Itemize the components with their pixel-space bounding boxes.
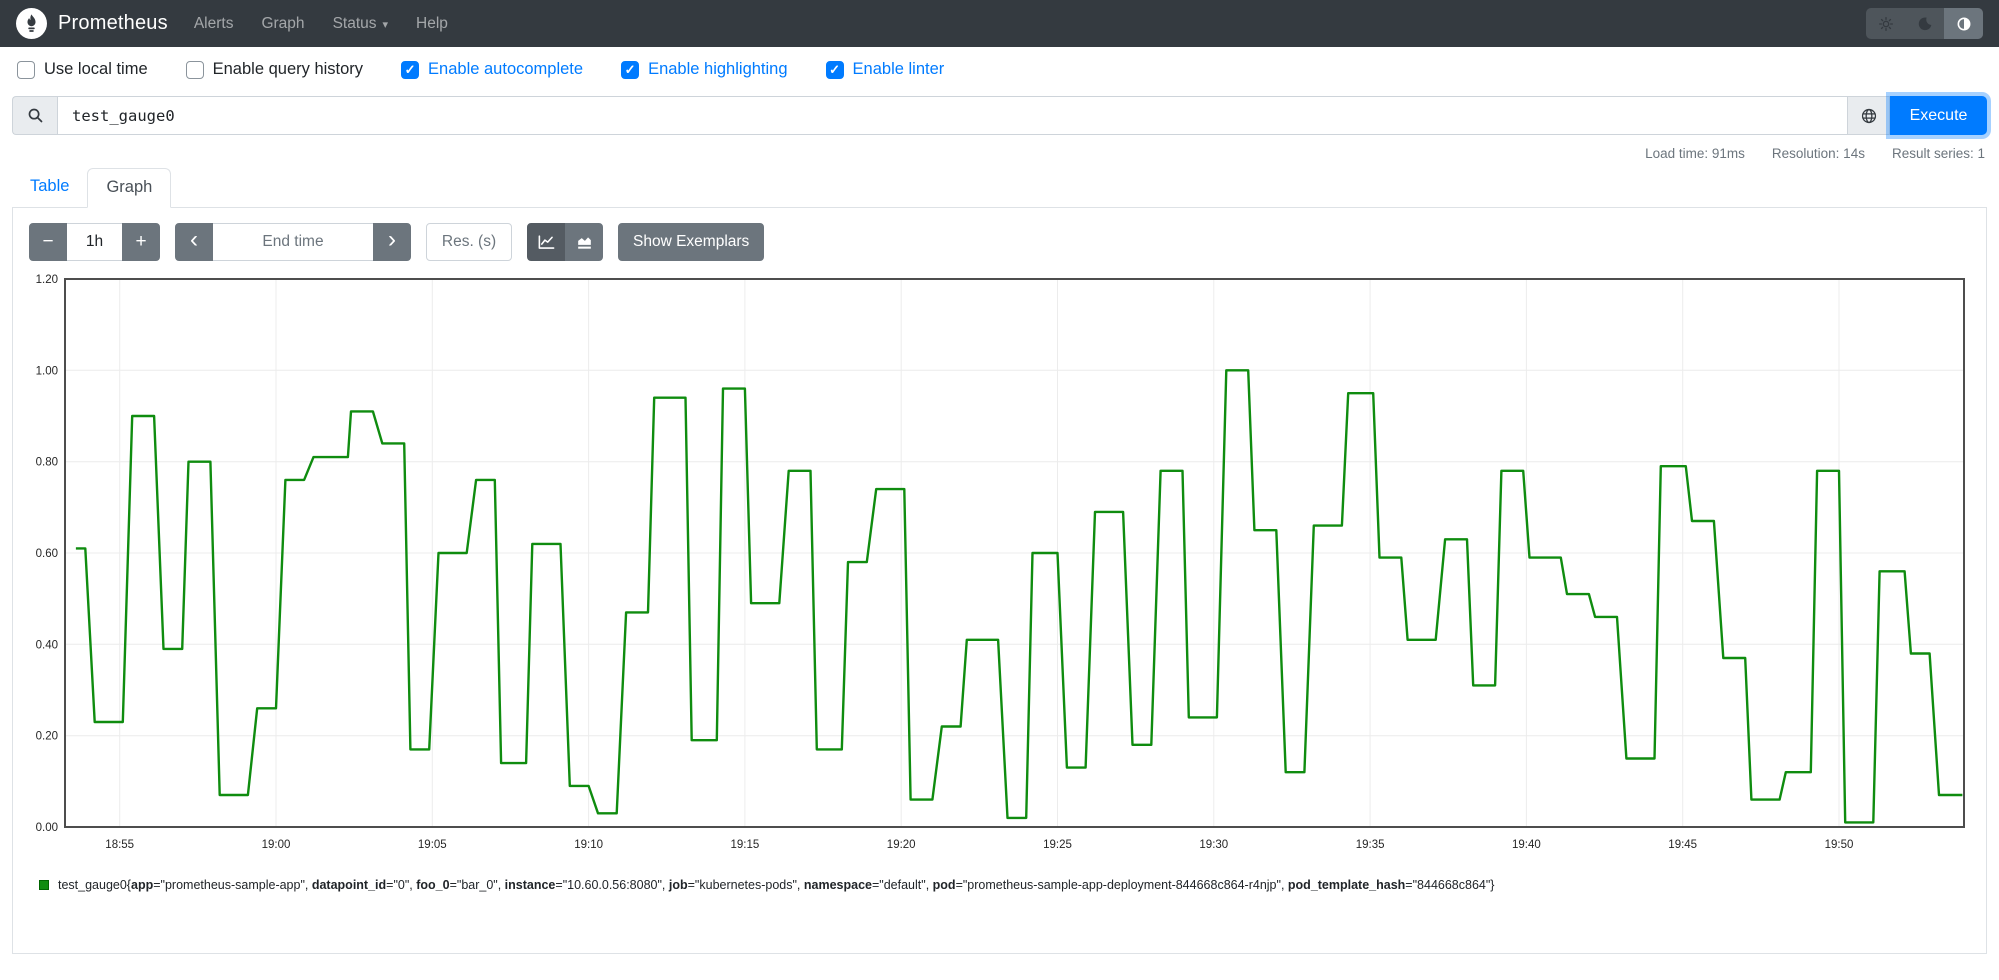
time-back-button[interactable]: ‹ xyxy=(175,223,213,261)
load-time-stat: Load time: 91ms xyxy=(1645,146,1745,161)
stacked-chart-button[interactable] xyxy=(565,223,603,261)
checkbox[interactable] xyxy=(621,60,640,79)
metrics-explorer-button[interactable] xyxy=(1848,96,1890,135)
option-checkbox-item[interactable]: Enable highlighting xyxy=(621,60,788,79)
checkbox-label: Enable query history xyxy=(212,60,364,78)
nav-item-graph[interactable]: Graph xyxy=(261,15,304,33)
svg-text:0.80: 0.80 xyxy=(36,457,58,469)
svg-text:19:25: 19:25 xyxy=(1043,839,1072,851)
execute-button[interactable]: Execute xyxy=(1890,96,1987,135)
tab-table[interactable]: Table xyxy=(30,177,70,195)
show-exemplars-button[interactable]: Show Exemplars xyxy=(618,223,765,261)
nav-item-status-dropdown[interactable]: Status ▾ xyxy=(333,15,388,33)
options-bar: Use local time Enable query history Enab… xyxy=(0,47,1999,88)
option-checkbox-item[interactable]: Use local time xyxy=(17,60,148,79)
resolution-stat: Resolution: 14s xyxy=(1771,146,1865,161)
svg-text:0.60: 0.60 xyxy=(36,548,58,560)
svg-text:19:35: 19:35 xyxy=(1356,839,1385,851)
panel-tabs: Table Graph xyxy=(12,168,1987,208)
checkbox-label: Enable linter xyxy=(852,60,945,78)
torch-flame-icon xyxy=(27,14,36,32)
nav-item-label: Graph xyxy=(261,14,305,32)
line-chart-icon xyxy=(538,234,554,249)
graph-controls: − + ‹ › Show Exemplars xyxy=(29,223,1970,261)
line-chart-button[interactable] xyxy=(527,223,565,261)
svg-text:19:50: 19:50 xyxy=(1825,839,1854,851)
range-decrease-button[interactable]: − xyxy=(29,223,67,261)
navbar: Prometheus Alerts Graph Status ▾ Help xyxy=(0,0,1999,47)
range-control-group: − + xyxy=(29,223,160,261)
svg-text:19:30: 19:30 xyxy=(1199,839,1228,851)
graph-panel: − + ‹ › Show Exemplars xyxy=(12,208,1987,954)
nav-item-label: Help xyxy=(416,14,448,32)
tab-graph[interactable]: Graph xyxy=(87,168,172,208)
chart-type-toggle xyxy=(527,223,603,261)
option-checkbox-item[interactable]: Enable query history xyxy=(185,60,364,79)
svg-text:0.40: 0.40 xyxy=(36,639,58,651)
nav-item-label: Status xyxy=(332,14,377,32)
legend-text: test_gauge0{app="prometheus-sample-app",… xyxy=(58,878,1495,892)
query-bar: Execute xyxy=(12,96,1987,135)
svg-text:18:55: 18:55 xyxy=(105,839,134,851)
series-legend[interactable]: test_gauge0{app="prometheus-sample-app",… xyxy=(39,878,1970,892)
svg-text:19:40: 19:40 xyxy=(1512,839,1541,851)
moon-icon xyxy=(1918,16,1931,30)
series-swatch xyxy=(39,880,49,890)
search-icon xyxy=(12,96,57,135)
end-time-input[interactable] xyxy=(213,223,373,261)
svg-text:19:05: 19:05 xyxy=(418,839,447,851)
svg-text:1.20: 1.20 xyxy=(36,274,58,286)
chevron-down-icon: ▾ xyxy=(382,19,389,31)
nav-item-alerts[interactable]: Alerts xyxy=(194,15,234,33)
svg-text:19:45: 19:45 xyxy=(1668,839,1697,851)
svg-text:19:10: 19:10 xyxy=(574,839,603,851)
range-input[interactable] xyxy=(67,223,122,261)
nav-item-label: Alerts xyxy=(193,14,234,32)
option-checkbox-item[interactable]: Enable linter xyxy=(825,60,945,79)
checkbox[interactable] xyxy=(401,60,420,79)
time-forward-button[interactable]: › xyxy=(373,223,411,261)
query-expression-input[interactable] xyxy=(57,96,1848,135)
checkbox[interactable] xyxy=(17,60,35,79)
dark-theme-button[interactable] xyxy=(1905,8,1944,39)
svg-text:19:00: 19:00 xyxy=(262,839,291,851)
result-series-stat: Result series: 1 xyxy=(1891,146,1985,161)
theme-toggle-group xyxy=(1866,8,1983,39)
half-circle-icon xyxy=(1957,17,1970,30)
checkbox-label: Use local time xyxy=(44,60,148,78)
svg-text:19:20: 19:20 xyxy=(887,839,916,851)
app-title[interactable]: Prometheus xyxy=(58,12,168,34)
checkbox-label: Enable highlighting xyxy=(648,60,788,78)
prometheus-logo-icon[interactable] xyxy=(16,8,47,39)
end-time-control-group: ‹ › xyxy=(175,223,411,261)
auto-theme-button[interactable] xyxy=(1944,8,1983,39)
checkbox[interactable] xyxy=(825,60,844,79)
checkbox-label: Enable autocomplete xyxy=(428,60,584,78)
range-increase-button[interactable]: + xyxy=(122,223,160,261)
query-stats: Load time: 91ms Resolution: 14s Result s… xyxy=(0,135,1999,161)
light-theme-button[interactable] xyxy=(1866,8,1905,39)
svg-text:1.00: 1.00 xyxy=(36,365,58,377)
time-series-chart[interactable]: 1.20 1.00 0.80 0.60 0.40 0.20 0.00 18:55 19:00 19… xyxy=(29,274,1970,854)
sun-icon xyxy=(1878,16,1893,31)
nav-item-help[interactable]: Help xyxy=(416,15,448,33)
stacked-area-icon xyxy=(577,236,591,249)
globe-icon xyxy=(1861,108,1876,123)
svg-text:0.00: 0.00 xyxy=(36,822,58,834)
checkbox[interactable] xyxy=(185,60,204,79)
resolution-input[interactable] xyxy=(426,223,512,261)
svg-text:19:15: 19:15 xyxy=(731,839,760,851)
svg-text:0.20: 0.20 xyxy=(36,731,58,743)
option-checkbox-item[interactable]: Enable autocomplete xyxy=(401,60,583,79)
